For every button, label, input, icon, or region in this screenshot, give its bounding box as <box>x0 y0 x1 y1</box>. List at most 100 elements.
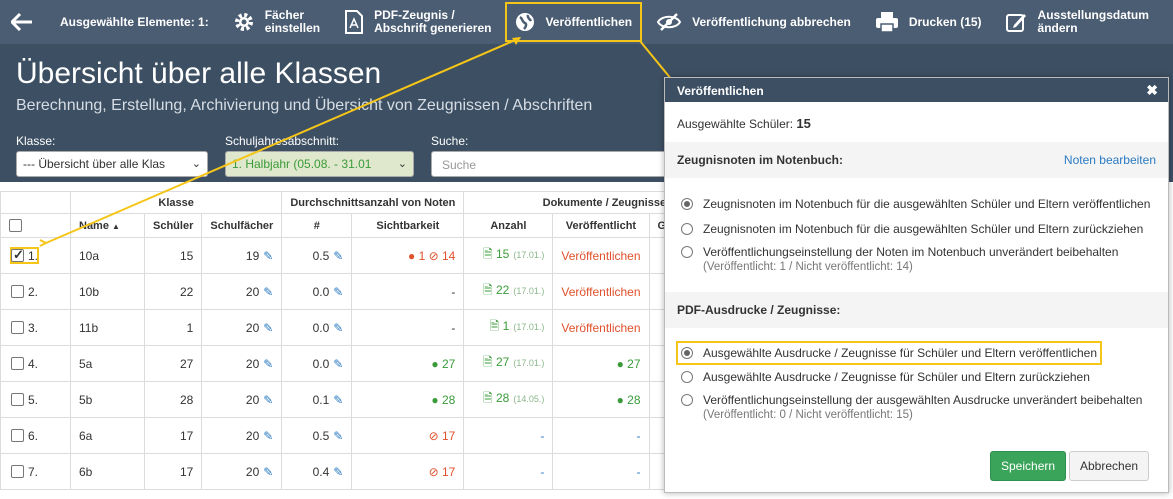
option-publish-pdf[interactable]: Ausgewählte Ausdrucke / Zeugnisse für Sc… <box>675 341 1103 365</box>
save-button[interactable]: Speichern <box>990 451 1067 481</box>
pencil-icon[interactable]: ✎ <box>333 284 344 299</box>
class-name[interactable]: 6a <box>70 417 145 454</box>
publish-link[interactable]: Veröffentlichen <box>561 320 641 335</box>
subject-count: 20 <box>245 392 260 407</box>
anzahl-value: - <box>540 464 545 479</box>
cancel-button[interactable]: Abbrechen <box>1069 451 1150 481</box>
row-number: 5. <box>28 392 39 407</box>
option-publish-grades[interactable]: Zeugnisnoten im Notenbuch für die ausgew… <box>681 197 1150 211</box>
col-anzahl[interactable]: Anzahl <box>463 213 554 238</box>
option-withdraw-grades[interactable]: Zeugnisnoten im Notenbuch für die ausgew… <box>681 222 1143 236</box>
class-name[interactable]: 6b <box>70 453 145 490</box>
avg-grades: 0.5 <box>312 248 330 263</box>
publish-link[interactable]: Veröffentlichen <box>561 248 641 263</box>
subject-count: 20 <box>245 356 260 371</box>
abschnitt-select[interactable]: 1. Halbjahr (05.08. - 31.01 ⌄ <box>225 151 414 177</box>
pencil-icon[interactable]: ✎ <box>263 428 274 443</box>
publish-button[interactable]: Veröffentlichen <box>503 0 644 44</box>
table-row[interactable]: 7. 6b 17 20 ✎ 0.4 ✎ ⊘ 17- - <box>0 453 682 490</box>
table-row[interactable]: 3. 11b 1 20 ✎ 0.0 ✎ - 🗎 1 (17.01.) Veröffentlichen <box>0 309 682 346</box>
eye-slash-icon: ⊘ <box>428 428 439 443</box>
col-schueler[interactable]: Schüler <box>143 213 203 238</box>
chevron-down-icon: ⌄ <box>397 158 407 170</box>
table-row[interactable]: 6. 6a 17 20 ✎ 0.5 ✎ ⊘ 17- - <box>0 417 682 454</box>
pencil-icon[interactable]: ✎ <box>333 464 344 479</box>
option-keep-pdf[interactable]: Veröffentlichungseinstellung der ausgewä… <box>681 393 1142 421</box>
radio-keep-pdf[interactable] <box>681 394 693 406</box>
row-number: 7. <box>28 464 39 479</box>
pub-dash: - <box>636 464 641 479</box>
class-name[interactable]: 10b <box>70 273 145 310</box>
group-header-klasse: Klasse <box>69 191 283 214</box>
print-label: Drucken (15) <box>908 14 982 29</box>
pencil-icon[interactable]: ✎ <box>333 392 344 407</box>
option-keep-grades[interactable]: Veröffentlichungseinstellung der Noten i… <box>681 245 1118 273</box>
change-date-button[interactable]: Ausstellungsdatum ändern <box>994 0 1161 44</box>
edit-grades-link[interactable]: Noten bearbeiten <box>1063 153 1156 167</box>
option-withdraw-pdf-label: Ausgewählte Ausdrucke / Zeugnisse für Sc… <box>703 370 1090 384</box>
pencil-icon[interactable]: ✎ <box>333 356 344 371</box>
visibility-cell: ● 28 <box>351 381 465 418</box>
row-checkbox[interactable] <box>11 285 24 299</box>
col-sichtbarkeit[interactable]: Sichtbarkeit <box>351 213 465 238</box>
pencil-icon[interactable]: ✎ <box>333 428 344 443</box>
col-hash[interactable]: # <box>281 213 353 238</box>
pencil-icon[interactable]: ✎ <box>263 356 274 371</box>
row-checkbox[interactable] <box>11 465 24 479</box>
pdf-button[interactable]: PDF-Zeugnis / Abschrift generieren <box>332 0 503 44</box>
avg-grades: 0.1 <box>312 392 330 407</box>
radio-withdraw-grades[interactable] <box>681 223 693 235</box>
cancel-publish-button[interactable]: Veröffentlichung abbrechen <box>644 0 863 44</box>
table-row[interactable]: 4. 5a 27 20 ✎ 0.0 ✎ ● 27 🗎 27 (17.01.) ● 27 <box>0 345 682 382</box>
pencil-icon[interactable]: ✎ <box>333 248 344 263</box>
pencil-icon[interactable]: ✎ <box>263 392 274 407</box>
row-checkbox[interactable] <box>11 357 24 371</box>
radio-publish-pdf[interactable] <box>681 347 693 359</box>
pdf-icon: 🗎 <box>489 319 500 333</box>
publish-link[interactable]: Veröffentlichen <box>561 284 641 299</box>
klasse-select[interactable]: --- Übersicht über alle Klas ⌄ <box>16 151 208 177</box>
vis-hidden-count: 17 <box>442 464 456 479</box>
print-button[interactable]: Drucken (15) <box>863 0 994 44</box>
pencil-icon[interactable]: ✎ <box>263 464 274 479</box>
pencil-icon[interactable]: ✎ <box>263 284 274 299</box>
pencil-icon[interactable]: ✎ <box>263 320 274 335</box>
class-name[interactable]: 5a <box>70 345 145 382</box>
close-icon[interactable]: ✖ <box>1146 82 1158 98</box>
radio-withdraw-pdf[interactable] <box>681 371 693 383</box>
option-keep-pdf-note: (Veröffentlicht: 0 / Nicht veröffentlich… <box>703 409 913 421</box>
radio-publish-grades[interactable] <box>681 198 693 210</box>
option-withdraw-pdf[interactable]: Ausgewählte Ausdrucke / Zeugnisse für Sc… <box>681 370 1090 384</box>
class-name[interactable]: 5b <box>70 381 145 418</box>
back-button[interactable] <box>0 0 44 44</box>
table-row[interactable]: 5. 5b 28 20 ✎ 0.1 ✎ ● 28 🗎 28 (14.05.) ● 28 <box>0 381 682 418</box>
pdf-icon: 🗎 <box>482 247 493 261</box>
row-checkbox[interactable] <box>11 393 24 407</box>
pencil-icon[interactable]: ✎ <box>263 248 274 263</box>
radio-keep-grades[interactable] <box>681 246 693 258</box>
faecher-button[interactable]: Fächer einstellen <box>221 0 332 44</box>
pencil-icon[interactable]: ✎ <box>333 320 344 335</box>
col-veroeffentlicht[interactable]: Veröffentlicht <box>552 213 650 238</box>
search-input[interactable]: Suche <box>431 151 671 177</box>
table-row[interactable]: 2. 10b 22 20 ✎ 0.0 ✎ - 🗎 22 (17.01.) Veröffentlich… <box>0 273 682 310</box>
globe-icon: ● <box>431 392 439 407</box>
col-schulfaecher[interactable]: Schulfächer <box>201 213 283 238</box>
class-name[interactable]: 11b <box>70 309 145 346</box>
row-checkbox[interactable] <box>11 429 24 443</box>
document-count-cell: 🗎 28 (14.05.) <box>463 381 554 418</box>
subject-count: 20 <box>245 284 260 299</box>
published-cell: Veröffentlichen <box>552 309 650 346</box>
col-name[interactable]: Name ▲ <box>70 213 145 238</box>
option-withdraw-grades-label: Zeugnisnoten im Notenbuch für die ausgew… <box>703 222 1144 236</box>
edit-icon <box>1005 14 1026 32</box>
toolbar: Ausgewählte Elemente: 1: Fächer einstelle… <box>0 0 1173 44</box>
select-all-checkbox[interactable] <box>9 219 22 232</box>
row-checkbox[interactable] <box>11 321 24 335</box>
row-checkbox[interactable] <box>11 247 24 263</box>
row-number: 1. <box>28 248 39 263</box>
class-name[interactable]: 10a <box>70 237 145 274</box>
anzahl-value: 1 <box>502 319 510 333</box>
col-name-label: Name <box>79 219 109 232</box>
